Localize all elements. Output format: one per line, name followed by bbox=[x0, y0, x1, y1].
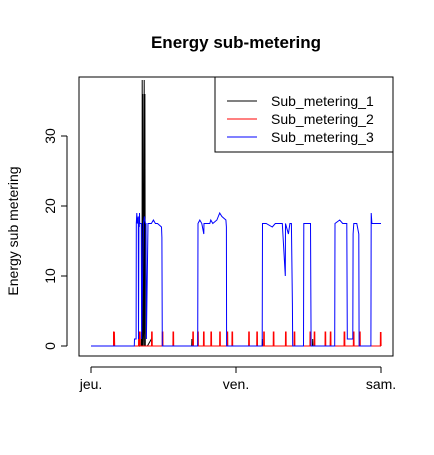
plot-area bbox=[91, 79, 382, 347]
x-axis: jeu. ven. sam. bbox=[79, 366, 396, 392]
legend-box bbox=[214, 76, 394, 153]
chart-title: Energy sub-metering bbox=[151, 33, 321, 52]
x-tick-label: ven. bbox=[223, 376, 249, 392]
legend-label: Sub_metering_3 bbox=[271, 129, 374, 145]
x-tick-label: sam. bbox=[366, 376, 396, 392]
y-tick-label: 10 bbox=[42, 268, 58, 284]
legend: Sub_metering_1 Sub_metering_2 Sub_metering… bbox=[214, 76, 394, 153]
y-tick-label: 0 bbox=[42, 342, 58, 350]
y-tick-label: 20 bbox=[42, 198, 58, 214]
legend-label: Sub_metering_1 bbox=[271, 93, 374, 109]
y-axis: 0 10 20 30 bbox=[42, 128, 68, 350]
y-tick-label: 30 bbox=[42, 128, 58, 144]
series-line-3 bbox=[91, 211, 381, 347]
x-tick-label: jeu. bbox=[79, 376, 103, 392]
y-axis-label: Energy sub metering bbox=[5, 166, 21, 295]
legend-label: Sub_metering_2 bbox=[271, 111, 374, 127]
